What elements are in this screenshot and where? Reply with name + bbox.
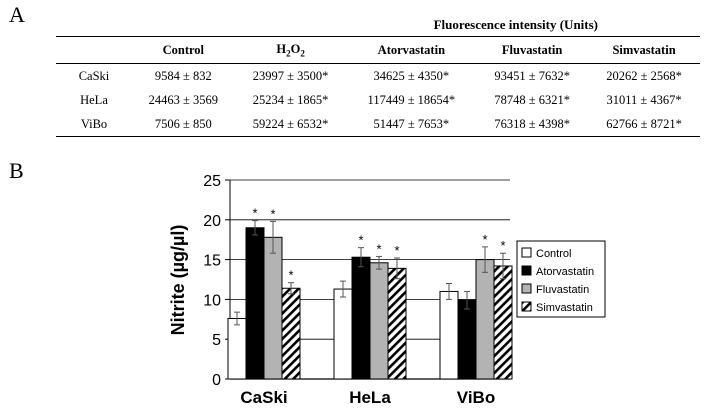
y-tick-label: 15 — [203, 253, 221, 270]
significance-marker: * — [288, 268, 293, 283]
panel-b-label: B — [9, 158, 24, 183]
bar-fluvastatin — [475, 259, 495, 380]
significance-marker: * — [482, 232, 487, 247]
header-control: Control — [162, 42, 205, 57]
legend-label-simvastatin: Simvastatin — [536, 302, 593, 314]
table-cell: 117449 ± 18654* — [367, 92, 456, 107]
header-fluvastatin: Fluvastatin — [501, 42, 563, 57]
category-label: CaSki — [240, 388, 287, 407]
y-tick-label: 20 — [203, 213, 221, 230]
significance-marker: * — [252, 206, 257, 221]
table-cell: 20262 ± 2568* — [606, 68, 682, 83]
y-tick-label: 0 — [212, 372, 221, 389]
bar-fluvastatin — [369, 262, 389, 380]
panel-a-label: A — [9, 2, 25, 27]
table-cell: 9584 ± 832 — [154, 68, 212, 83]
bar-simvastatin — [387, 267, 407, 380]
table-cell: 62766 ± 8721* — [606, 116, 682, 131]
legend-swatch-fluvastatin — [521, 283, 532, 294]
legend-label-control: Control — [536, 248, 571, 260]
table-row: HeLa 24463 ± 3569 25234 ± 1865* 117449 ±… — [56, 88, 700, 112]
row-label: CaSki — [78, 68, 110, 83]
bar-atorvastatin — [457, 299, 477, 380]
fluorescence-table: Control H2O2 Atorvastatin Fluvastatin Si… — [56, 36, 700, 137]
table-row: ViBo 7506 ± 850 59224 ± 6532* 51447 ± 76… — [56, 112, 700, 137]
table-cell: 59224 ± 6532* — [252, 116, 329, 131]
bar-atorvastatin — [245, 227, 265, 380]
table-cell: 78748 ± 6321* — [494, 92, 570, 107]
bar-control — [227, 318, 247, 380]
table-cell: 23997 ± 3500* — [252, 68, 329, 83]
bar-control — [439, 290, 459, 380]
significance-marker: * — [270, 206, 275, 221]
bar-atorvastatin — [351, 256, 371, 380]
category-label: ViBo — [457, 388, 495, 407]
header-h2o2: H2O2 — [276, 41, 305, 59]
y-tick-label: 5 — [212, 332, 221, 349]
table-row: CaSki 9584 ± 832 23997 ± 3500* 34625 ± 4… — [56, 64, 700, 89]
bar-simvastatin — [493, 265, 513, 380]
significance-marker: * — [358, 233, 363, 248]
significance-marker: * — [394, 243, 399, 258]
legend-swatch-control — [521, 247, 532, 258]
table-cell: 34625 ± 4350* — [373, 68, 450, 83]
row-label: ViBo — [80, 116, 108, 131]
table-header-row: Control H2O2 Atorvastatin Fluvastatin Si… — [56, 36, 700, 64]
fluorescence-table-panel: Fluorescence intensity (Units) Control H… — [56, 14, 700, 137]
legend-label-fluvastatin: Fluvastatin — [536, 284, 589, 296]
significance-marker: * — [500, 238, 505, 253]
legend-swatch-simvastatin — [521, 301, 532, 312]
table-cell: 7506 ± 850 — [154, 116, 212, 131]
bar-simvastatin — [281, 287, 301, 380]
category-label: HeLa — [349, 388, 391, 407]
legend-label-atorvastatin: Atorvastatin — [536, 266, 594, 278]
table-cell: 24463 ± 3569 — [148, 92, 218, 107]
legend-swatch-atorvastatin — [521, 265, 532, 276]
row-label: HeLa — [80, 92, 108, 107]
table-cell: 31011 ± 4367* — [606, 92, 682, 107]
y-tick-label: 25 — [203, 173, 221, 190]
table-cell: 51447 ± 7653* — [373, 116, 450, 131]
bar-control — [333, 288, 353, 380]
table-cell: 93451 ± 7632* — [494, 68, 570, 83]
significance-marker: * — [376, 241, 381, 256]
table-cell: 76318 ± 4398* — [494, 116, 570, 131]
table-caption: Fluorescence intensity (Units) — [433, 17, 598, 32]
y-tick-label: 10 — [203, 292, 221, 309]
bar-fluvastatin — [263, 236, 283, 380]
header-atorvastatin: Atorvastatin — [377, 42, 446, 57]
legend-box — [516, 240, 606, 318]
y-axis-label: Nitrite (µg/µl) — [168, 225, 188, 336]
header-simvastatin: Simvastatin — [612, 42, 676, 57]
table-cell: 25234 ± 1865* — [252, 92, 329, 107]
